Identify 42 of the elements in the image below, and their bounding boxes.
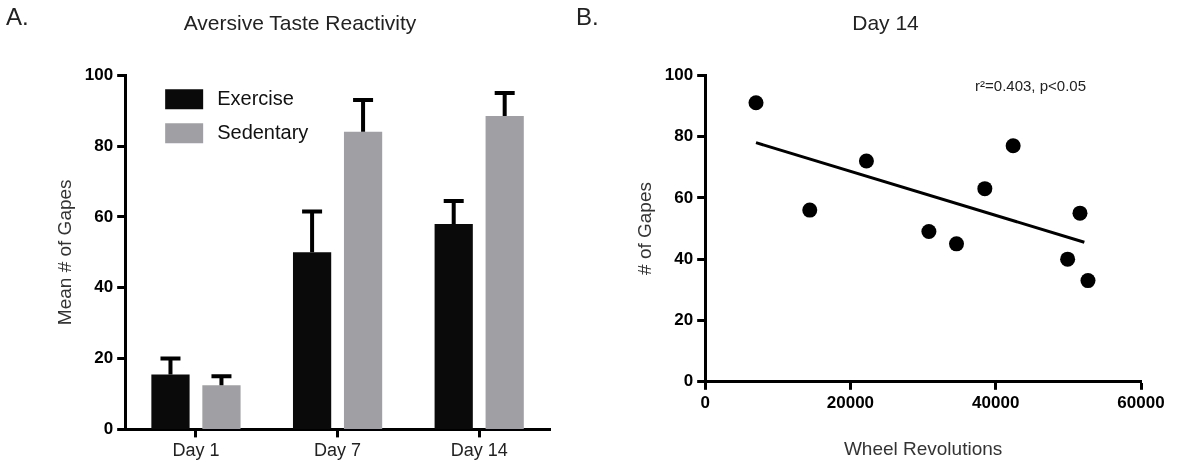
text: B.: [576, 2, 599, 30]
y-tick-label: 40: [94, 277, 114, 297]
y-tick-label: 20: [674, 310, 694, 330]
y-tick-label: 0: [103, 419, 114, 439]
x-axis-title: Wheel Revolutions: [843, 437, 1003, 459]
point: [949, 236, 964, 252]
y-tick-label: 100: [84, 64, 114, 84]
chart-title: Day 14: [852, 11, 920, 35]
x-tick-label: Day 14: [450, 440, 508, 461]
annotation: r²=0.403, p<0.05: [975, 76, 1086, 94]
y-axis-title: Mean # of Gapes: [53, 179, 75, 326]
x-tick-label: 20000: [826, 392, 875, 412]
point: [921, 224, 937, 240]
point: [802, 202, 818, 218]
point: [1072, 205, 1088, 221]
bar: [343, 131, 383, 429]
y-tick-label: 60: [674, 187, 694, 207]
x-tick-label: 0: [700, 392, 710, 412]
x-tick-label: 40000: [972, 392, 1020, 412]
y-tick-label: 20: [94, 348, 114, 368]
x-tick-label: 60000: [1117, 392, 1165, 412]
bar: [485, 115, 524, 429]
point: [1060, 251, 1076, 267]
x-tick-label: Day 1: [172, 440, 220, 461]
bar: [202, 385, 241, 429]
y-tick-label: 100: [664, 64, 694, 84]
text: A.: [6, 2, 29, 30]
point: [1080, 273, 1096, 289]
point: [977, 181, 993, 197]
x-tick-label: Day 7: [314, 440, 362, 461]
y-tick-label: 0: [683, 371, 694, 391]
legend-label: Exercise: [217, 86, 294, 109]
point: [858, 153, 874, 169]
y-tick-label: 40: [674, 248, 694, 268]
chart-title: Aversive Taste Reactivity: [183, 11, 417, 35]
y-tick-label: 80: [94, 135, 114, 155]
y-tick-label: 60: [94, 206, 114, 226]
point: [748, 95, 764, 111]
y-axis-title: # of Gapes: [633, 182, 655, 275]
legend-label: Sedentary: [217, 120, 309, 143]
point: [1005, 138, 1021, 154]
y-tick-label: 80: [674, 126, 694, 146]
